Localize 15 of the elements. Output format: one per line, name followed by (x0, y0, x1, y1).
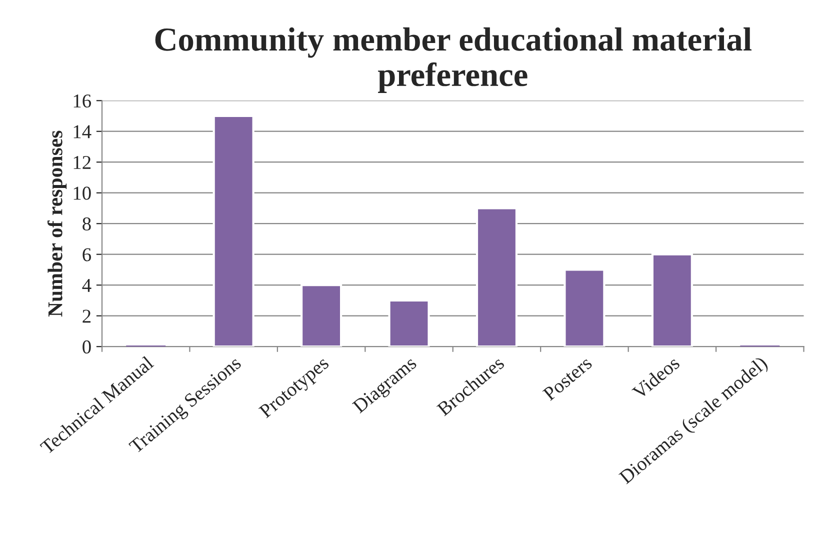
chart-title: Community member educational material preference (155, 27, 752, 93)
y-tick-label: 12 (74, 156, 91, 169)
y-tick-label: 16 (74, 94, 92, 108)
bar (300, 284, 342, 347)
y-tick-label: 4 (82, 279, 92, 292)
y-tick-label: 0 (82, 340, 91, 354)
y-tick-label: 10 (74, 186, 91, 200)
bar (476, 207, 518, 347)
y-tick-label: 6 (82, 248, 92, 262)
y-tick-label: 14 (74, 125, 92, 138)
bar (564, 268, 606, 347)
y-tick-label: 8 (82, 217, 91, 231)
y-axis-title: Number of responses (47, 130, 67, 317)
y-tick-label: 2 (82, 310, 91, 323)
bar (651, 253, 693, 347)
